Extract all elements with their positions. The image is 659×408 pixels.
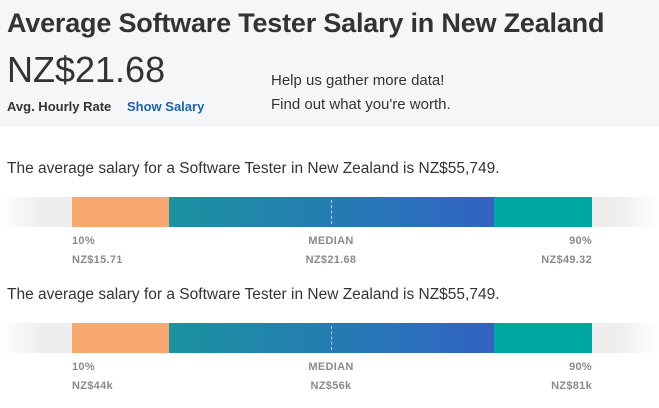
percentile-90-value: NZ$49.32	[541, 254, 592, 266]
percentile-10-value: NZ$15.71	[72, 254, 123, 266]
percentile-90-label: 90%	[569, 361, 592, 373]
median-value: NZ$56k	[310, 380, 352, 392]
help-text-line1: Help us gather more data!	[271, 72, 445, 89]
median-marker	[331, 326, 332, 350]
median-label: MEDIAN	[308, 361, 354, 373]
show-salary-link[interactable]: Show Salary	[127, 99, 205, 114]
range-high-segment	[494, 197, 592, 227]
median-marker	[331, 200, 332, 224]
percentile-90-label: 90%	[569, 235, 592, 247]
annual-salary-summary: The average salary for a Software Tester…	[7, 286, 500, 303]
annual-range-bar	[0, 323, 659, 353]
hourly-rate-label: Avg. Hourly Rate	[7, 99, 112, 114]
hourly-range-bar	[0, 197, 659, 227]
percentile-90-value: NZ$81k	[551, 380, 592, 392]
percentile-10-value: NZ$44k	[72, 380, 113, 392]
median-label: MEDIAN	[308, 235, 354, 247]
help-text-line2: Find out what you're worth.	[271, 96, 451, 113]
percentile-10-label: 10%	[72, 235, 95, 247]
range-low-segment	[72, 323, 169, 353]
page-title: Average Software Tester Salary in New Ze…	[7, 8, 605, 38]
range-low-segment	[72, 197, 169, 227]
salary-header: Average Software Tester Salary in New Ze…	[0, 0, 659, 127]
range-high-segment	[494, 323, 592, 353]
hourly-salary-summary: The average salary for a Software Tester…	[7, 160, 500, 177]
percentile-10-label: 10%	[72, 361, 95, 373]
hourly-rate-value: NZ$21.68	[7, 49, 166, 90]
median-value: NZ$21.68	[305, 254, 357, 266]
